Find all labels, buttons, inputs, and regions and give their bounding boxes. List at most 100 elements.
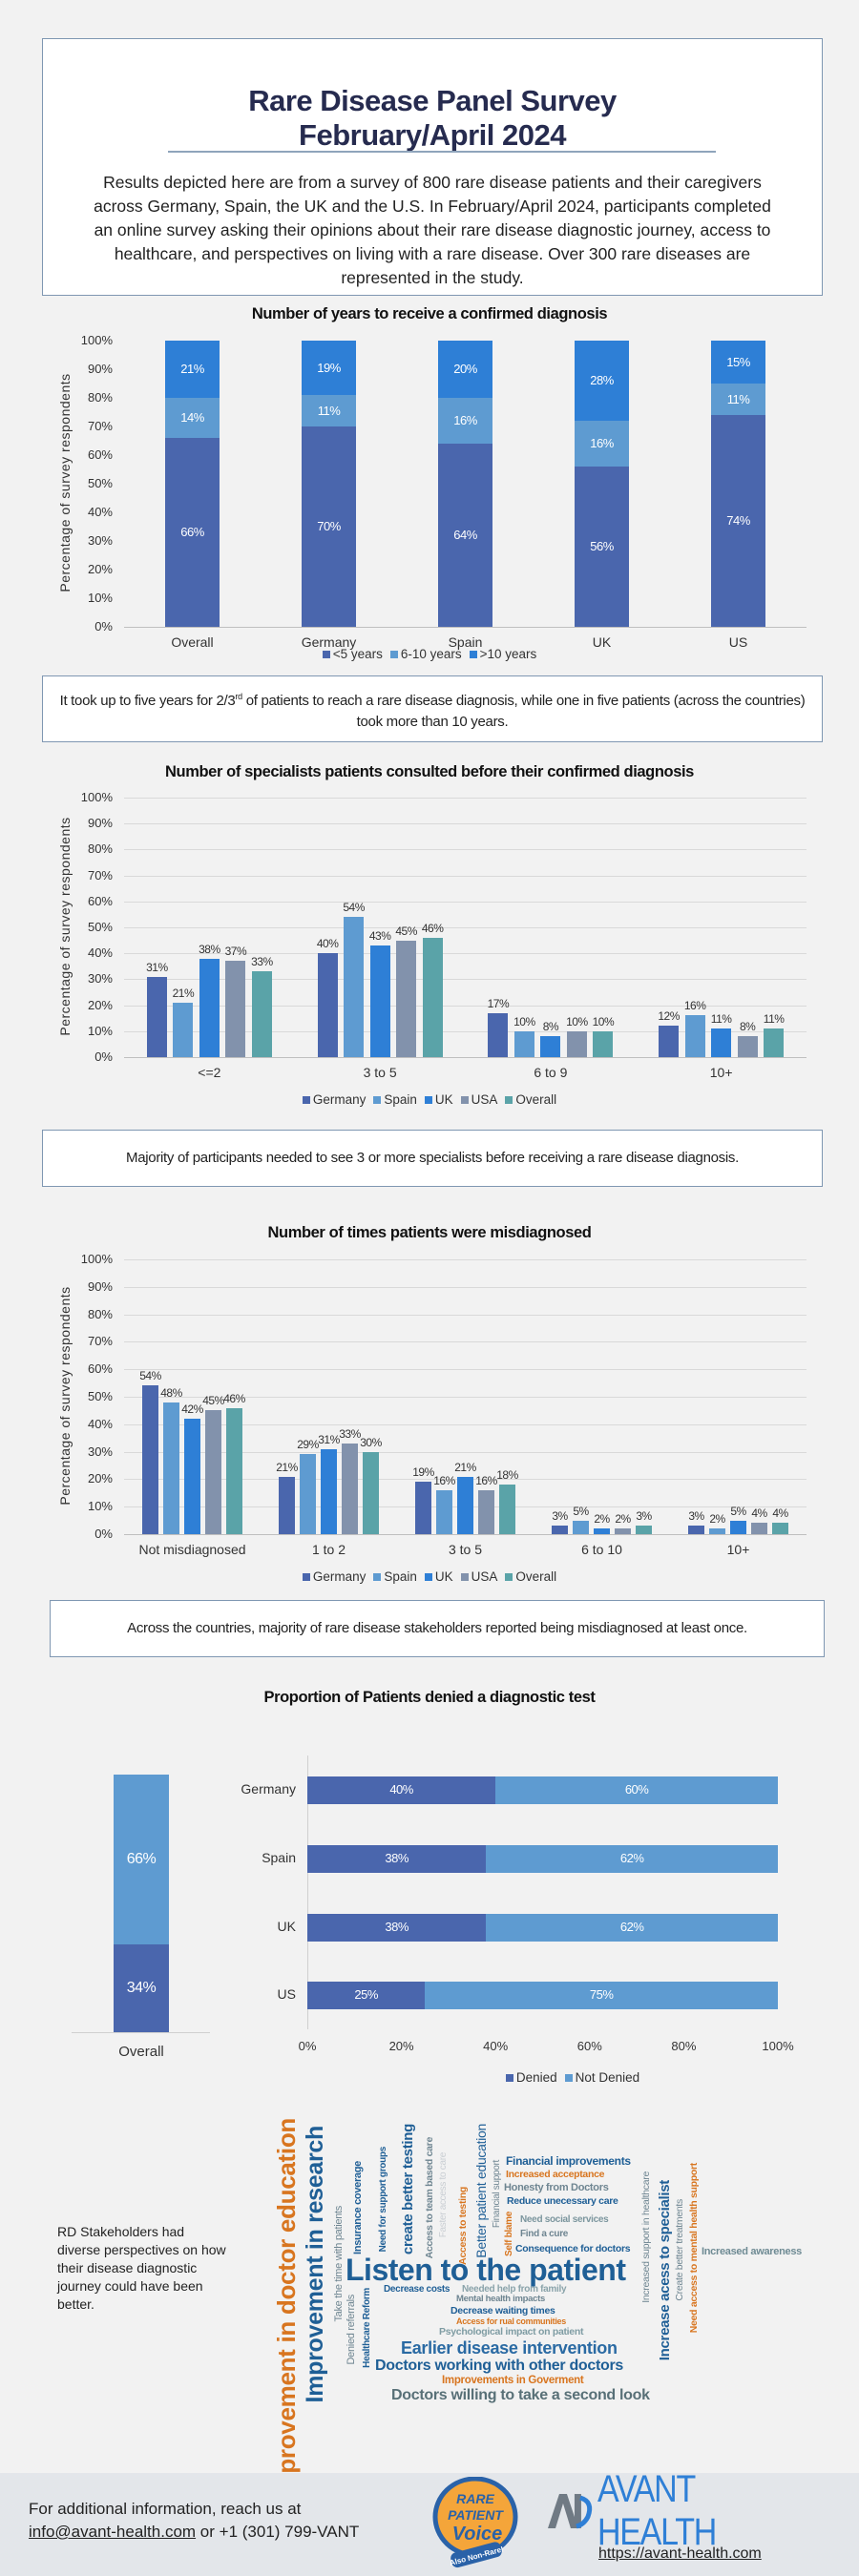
bar <box>659 1026 680 1057</box>
bar-segment <box>438 341 492 398</box>
legend-item: Germany <box>302 1569 366 1584</box>
y-tick-label: 90% <box>87 362 113 376</box>
email-link[interactable]: info@avant-health.com <box>29 2523 197 2541</box>
bar <box>636 1526 652 1534</box>
bar <box>363 1451 379 1534</box>
bar <box>688 1526 704 1534</box>
x-tick-label: UK <box>592 634 612 650</box>
bar-value-label: 64% <box>453 528 477 542</box>
avant-logo-text: AVANT HEALTH <box>597 2468 717 2553</box>
gridline <box>124 953 807 955</box>
bar-segment <box>302 426 356 627</box>
bar <box>163 1402 179 1534</box>
footer-contact: info@avant-health.com or +1 (301) 799-VA… <box>29 2523 359 2542</box>
bar <box>205 1410 221 1534</box>
legend-item: Denied <box>505 2070 557 2085</box>
bar-value-label: 25% <box>354 1987 378 2002</box>
y-tick-label: 60% <box>87 893 113 908</box>
y-tick-label: 30% <box>87 1444 113 1459</box>
x-tick-label: 3 to 5 <box>363 1065 397 1080</box>
bar <box>457 1476 473 1534</box>
y-tick-label: 100% <box>80 333 113 347</box>
cloud-word: Improvement in research <box>302 2126 328 2403</box>
bar-value-label: 11% <box>726 391 750 406</box>
cloud-word: Decrease waiting times <box>450 2305 555 2316</box>
cloud-word: Financial support <box>492 2160 502 2229</box>
x-axis-line <box>124 1534 807 1535</box>
legend-item: USA <box>460 1569 497 1584</box>
bar-segment <box>711 341 765 384</box>
bar-segment <box>307 1982 426 2009</box>
bar <box>321 1448 337 1534</box>
bar-value-label: 48% <box>160 1385 182 1400</box>
y-tick-label: 20% <box>87 562 113 576</box>
bar-value-label: 45% <box>202 1394 224 1408</box>
chart-legend: Denied Not Denied <box>143 2070 859 2085</box>
y-tick-label: 50% <box>87 476 113 490</box>
legend-swatch <box>505 2074 513 2082</box>
x-tick-label: Germany <box>301 634 357 650</box>
legend-item: UK <box>424 1092 453 1107</box>
page-subtitle: February/April 2024 <box>299 118 566 152</box>
note-misdiagnosed-text: Across the countries, majority of rare d… <box>127 1620 747 1636</box>
y-axis-title: Percentage of survey respondents <box>57 1286 73 1506</box>
website-link[interactable]: https://avant-health.com <box>598 2545 762 2562</box>
chart-specialists-title: Number of specialists patients consulted… <box>165 763 694 780</box>
cloud-word: Better patient education <box>473 2124 489 2258</box>
x-tick-label: 80% <box>671 2039 697 2053</box>
bar-value-label: 16% <box>475 1473 497 1487</box>
bar-value-label: 16% <box>433 1473 455 1487</box>
x-tick-label: 0% <box>298 2039 317 2053</box>
x-tick-label: 20% <box>388 2039 414 2053</box>
bar-value-label: 56% <box>590 539 614 553</box>
bar-value-label: 21% <box>172 986 195 1000</box>
gridline <box>124 1397 807 1398</box>
bar <box>369 945 390 1057</box>
chart-denied-title: Proportion of Patients denied a diagnost… <box>263 1689 596 1706</box>
gridline <box>124 1369 807 1371</box>
bar <box>488 1012 509 1057</box>
bar-segment <box>486 1914 778 1942</box>
bar-segment <box>425 1982 778 2009</box>
intro-text: Results depicted here are from a survey … <box>94 173 771 287</box>
y-tick-label: 80% <box>87 390 113 405</box>
x-tick-label: 60% <box>576 2039 602 2053</box>
bar-segment <box>302 341 356 395</box>
y-tick-label: 40% <box>87 505 113 519</box>
gridline <box>124 875 807 877</box>
bar-value-label: 14% <box>180 410 204 425</box>
bar-value-label: 4% <box>772 1506 788 1521</box>
gridline <box>124 849 807 851</box>
bar-value-label: 3% <box>688 1509 704 1524</box>
bar-value-label: 70% <box>317 519 341 533</box>
bar-segment <box>165 398 220 438</box>
y-tick-label: 10% <box>87 591 113 605</box>
y-tick-label: 20% <box>87 997 113 1012</box>
bar-value-label: 43% <box>368 929 391 944</box>
legend-item: Not Denied <box>564 2070 639 2085</box>
legend-swatch <box>564 2074 573 2082</box>
y-tick-label: 60% <box>87 447 113 462</box>
bar-value-label: 66% <box>126 1851 157 1868</box>
cloud-word: Financial improvements <box>506 2154 631 2168</box>
note-specialists-text: Majority of participants needed to see 3… <box>126 1150 739 1166</box>
x-tick-label: Not misdiagnosed <box>138 1542 246 1557</box>
x-tick-label: 6 to 9 <box>534 1065 568 1080</box>
bar-segment <box>575 467 629 627</box>
cloud-word: Doctors willing to take a second look <box>391 2387 650 2403</box>
bar-value-label: 34% <box>126 1980 157 1997</box>
x-tick-label: US <box>728 634 748 650</box>
x-tick-label: 40% <box>483 2039 509 2053</box>
bar-segment <box>165 341 220 398</box>
bar-value-label: 33% <box>251 955 273 969</box>
cloud-word: Self blame <box>504 2212 514 2257</box>
cloud-caption: RD Stakeholders had diverse perspectives… <box>57 2224 226 2312</box>
y-tick-label: Spain <box>262 1850 296 1865</box>
bar <box>513 1030 534 1057</box>
cloud-word: Need social services <box>520 2214 609 2225</box>
legend-item: Overall <box>505 1569 556 1584</box>
gridline <box>124 1259 807 1260</box>
bar-value-label: 5% <box>730 1504 746 1518</box>
bar <box>199 958 220 1057</box>
bar-value-label: 60% <box>624 1782 649 1797</box>
